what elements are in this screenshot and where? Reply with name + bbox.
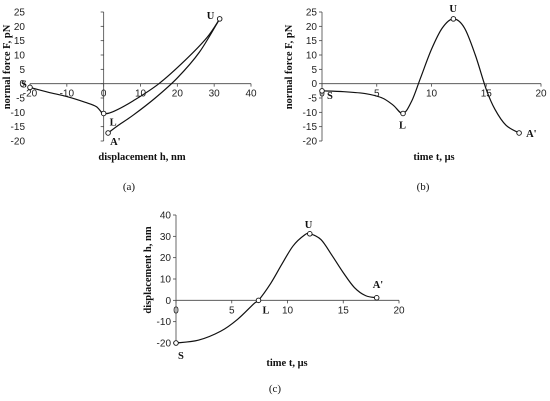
point-marker <box>255 297 262 304</box>
point-label-u: U <box>207 11 215 22</box>
y-tick-label: 25 <box>306 8 318 19</box>
series-line-a-2 <box>107 18 221 134</box>
x-tick-label: 0 <box>173 305 179 316</box>
y-tick-label: -15 <box>11 122 26 133</box>
point-marker <box>319 88 325 94</box>
y-axis-label-b: normal force F, pN <box>284 24 295 109</box>
x-tick-label: 15 <box>338 305 350 316</box>
y-tick-label: -10 <box>303 108 318 119</box>
panel-caption-c: (c) <box>269 383 282 395</box>
chart-panel-b: normal force F, pN time t, μs (b) -20 -15… <box>284 4 547 193</box>
y-tick-label: 10 <box>14 51 26 62</box>
y-tick-label: 20 <box>160 253 172 264</box>
y-tick-label: 15 <box>14 36 26 47</box>
y-tick-label: 5 <box>311 65 317 76</box>
y-tick-label: 40 <box>160 211 172 222</box>
panel-caption-b: (b) <box>417 181 430 193</box>
x-tick-label: 0 <box>319 89 325 100</box>
point-label-l: L <box>110 117 117 128</box>
y-axis-label-a: normal force F, pN <box>2 24 13 109</box>
point-label-aprime: A' <box>526 129 537 140</box>
y-tick-label: -5 <box>308 94 317 105</box>
x-tick-label: -10 <box>60 89 75 100</box>
point-marker <box>105 130 111 136</box>
point-marker <box>173 340 179 346</box>
y-tick-label: -15 <box>303 122 318 133</box>
point-label-l: L <box>263 305 270 316</box>
point-label-s: S <box>178 351 184 362</box>
series-line-a-1 <box>29 18 221 115</box>
point-label-aprime: A' <box>373 280 384 291</box>
point-marker <box>400 110 406 117</box>
y-tick-label: 20 <box>14 22 26 33</box>
y-tick-label: 5 <box>19 65 25 76</box>
x-tick-label: 5 <box>229 305 235 316</box>
y-tick-label: -20 <box>157 339 172 350</box>
point-marker <box>373 295 380 301</box>
x-tick-label: -20 <box>23 89 38 100</box>
series-line-c-1 <box>175 232 377 344</box>
point-marker <box>307 231 313 237</box>
y-tick-label: 0 <box>165 296 171 307</box>
point-marker <box>216 16 223 22</box>
y-tick-label: -10 <box>157 317 172 328</box>
y-tick-label: 10 <box>306 51 318 62</box>
y-tick-label: 15 <box>306 36 318 47</box>
chart-panel-a: normal force F, pN displacement h, nm (a… <box>2 8 257 194</box>
x-tick-label: 10 <box>426 89 438 100</box>
x-tick-label: 5 <box>374 89 380 100</box>
x-tick-label: 10 <box>135 89 147 100</box>
series-line-b-1 <box>321 18 520 134</box>
point-label-l: L <box>399 120 406 131</box>
x-tick-label: 0 <box>101 89 107 100</box>
y-tick-label: -5 <box>16 94 25 105</box>
y-tick-label: 25 <box>14 8 26 19</box>
point-label-aprime: A' <box>110 137 121 148</box>
x-axis-label-b: time t, μs <box>413 152 454 163</box>
y-tick-label: -20 <box>11 137 26 148</box>
x-axis-label-c: time t, μs <box>266 358 307 369</box>
point-marker <box>516 130 522 136</box>
x-tick-label: 40 <box>245 89 257 100</box>
x-axis-label-a: displacement h, nm <box>98 152 185 163</box>
x-tick-label: 10 <box>282 305 294 316</box>
point-marker <box>450 16 457 22</box>
point-label-u: U <box>449 4 457 15</box>
panel-caption-a: (a) <box>123 181 136 193</box>
y-tick-label: -20 <box>303 137 318 148</box>
point-label-s: S <box>21 79 27 90</box>
point-label-s: S <box>327 91 333 102</box>
point-label-u: U <box>305 220 313 231</box>
y-tick-label: 0 <box>19 79 25 90</box>
x-tick-label: 15 <box>481 89 493 100</box>
x-tick-label: 30 <box>209 89 221 100</box>
y-tick-label: 10 <box>160 275 172 286</box>
x-tick-label: 20 <box>393 305 405 316</box>
y-tick-label: 30 <box>160 232 172 243</box>
y-tick-label: 20 <box>306 22 318 33</box>
x-tick-label: 20 <box>535 89 547 100</box>
x-tick-label: 20 <box>172 89 184 100</box>
y-tick-label: 0 <box>311 79 317 90</box>
chart-panel-c: displacement h, nm time t, μs (c) -20 -10… <box>143 211 405 396</box>
y-axis-label-c: displacement h, nm <box>143 226 154 313</box>
y-tick-label: -10 <box>11 108 26 119</box>
point-marker <box>27 84 33 91</box>
point-marker <box>100 110 107 117</box>
